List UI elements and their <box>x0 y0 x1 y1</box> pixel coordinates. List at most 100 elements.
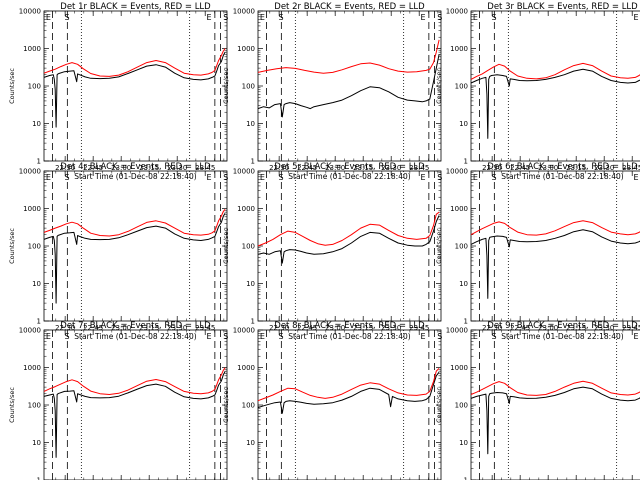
lld-series-line <box>470 62 640 80</box>
x-axis-label: Start Time (01-Dec-08 22:18:40) <box>288 172 410 181</box>
panel-4: Det 4r BLACK = Events, RED = LLD 1 10 100 10… <box>8 162 228 341</box>
panel-3: Det 3r BLACK = Events, RED = LLD 1 10 100 10… <box>435 2 640 181</box>
y-tick-label: 1000 <box>450 364 468 372</box>
marker-label: E <box>420 332 425 341</box>
panel-2: Det 2r BLACK = Events, RED = LLD 1 10 100 10… <box>222 2 442 181</box>
y-tick-label: 1000 <box>237 205 255 213</box>
y-tick-label: 10 <box>459 120 468 128</box>
y-tick-label: 1000 <box>23 205 41 213</box>
x-tick-label: 23:00 <box>538 164 558 172</box>
x-tick-label: 22:45 <box>297 324 317 332</box>
x-tick-label: 23:00 <box>111 324 131 332</box>
y-tick-label: 1 <box>37 477 41 480</box>
lld-series-line <box>43 48 226 77</box>
x-tick-label: 22:45 <box>83 324 103 332</box>
x-tick-label: 23:30 <box>381 324 401 332</box>
x-tick-label: 22:30 <box>269 164 289 172</box>
lld-series-line <box>43 208 226 237</box>
x-axis-label: Start Time (01-Dec-08 22:18:40) <box>74 172 196 181</box>
x-axis-label: Start Time (01-Dec-08 22:18:40) <box>501 172 623 181</box>
x-axis-label: Start Time (01-Dec-08 22:18:40) <box>288 332 410 341</box>
panel-title: Det 9r BLACK = Events, RED = LLD <box>487 321 638 331</box>
y-axis-label: Counts/sec <box>8 68 16 104</box>
y-tick-label: 1000 <box>450 45 468 53</box>
x-tick-label: 23:15 <box>139 324 159 332</box>
marker-label: S <box>65 13 70 22</box>
y-tick-label: 1000 <box>23 45 41 53</box>
y-axis-label: Counts/sec <box>435 387 443 423</box>
marker-label: S <box>437 332 442 341</box>
y-tick-label: 100 <box>242 402 255 410</box>
marker-label: E <box>206 13 211 22</box>
marker-label: E <box>46 332 51 341</box>
y-tick-label: 10 <box>32 120 41 128</box>
lld-series-line <box>470 220 640 236</box>
x-tick-label: 23:45 <box>195 164 215 172</box>
y-tick-label: 1000 <box>450 205 468 213</box>
marker-label: S <box>492 332 497 341</box>
y-tick-label: 10000 <box>19 327 41 335</box>
events-series-line <box>43 212 226 304</box>
x-tick-label: 22:45 <box>510 164 530 172</box>
x-tick-label: 22:45 <box>83 164 103 172</box>
plot-frame <box>470 170 640 322</box>
x-tick-label: 22:30 <box>482 324 502 332</box>
x-tick-label: 23:30 <box>167 324 187 332</box>
y-tick-label: 10000 <box>446 8 468 16</box>
x-tick-label: 22:45 <box>297 164 317 172</box>
panel-5: Det 5r BLACK = Events, RED = LLD 1 10 100 10… <box>222 162 442 341</box>
x-tick-label: 23:00 <box>325 324 345 332</box>
x-tick-label: 23:45 <box>622 324 640 332</box>
marker-label: S <box>279 173 284 182</box>
y-axis-label: Counts/sec <box>435 68 443 104</box>
plot-frame <box>43 10 228 162</box>
marker-label: E <box>260 13 265 22</box>
panel-title: Det 7r BLACK = Events, RED = LLD <box>60 321 211 331</box>
y-tick-label: 1 <box>37 318 41 326</box>
y-tick-label: 10000 <box>233 327 255 335</box>
x-tick-label: 23:15 <box>353 324 373 332</box>
x-tick-label: 23:45 <box>409 324 429 332</box>
y-axis-label: Counts/sec <box>222 68 230 104</box>
plot-frame <box>470 329 640 480</box>
marker-label: E <box>420 13 425 22</box>
marker-label: S <box>223 332 228 341</box>
marker-label: S <box>223 13 228 22</box>
y-tick-label: 1 <box>464 158 468 166</box>
x-tick-label: 23:30 <box>167 164 187 172</box>
lld-series-line <box>470 380 640 396</box>
panel-8: Det 8r BLACK = Events, RED = LLD 1 10 100 10… <box>222 321 442 480</box>
y-tick-label: 1000 <box>237 364 255 372</box>
events-series-line <box>257 215 440 264</box>
y-axis-label: Counts/sec <box>222 387 230 423</box>
x-tick-label: 22:45 <box>510 324 530 332</box>
y-tick-label: 100 <box>455 402 468 410</box>
plot-frame <box>43 329 228 480</box>
panel-9: Det 9r BLACK = Events, RED = LLD 1 10 100 10… <box>435 321 640 480</box>
x-axis-label: Start Time (01-Dec-08 22:18:40) <box>74 332 196 341</box>
y-tick-label: 10000 <box>233 8 255 16</box>
x-tick-label: 23:30 <box>594 164 614 172</box>
y-tick-label: 10 <box>459 280 468 288</box>
panel-title: Det 8r BLACK = Events, RED = LLD <box>274 321 425 331</box>
y-tick-label: 10000 <box>446 168 468 176</box>
panel-title: Det 2r BLACK = Events, RED = LLD <box>274 2 425 12</box>
y-tick-label: 10 <box>459 439 468 447</box>
events-series-line <box>257 371 440 414</box>
x-tick-label: 23:30 <box>594 324 614 332</box>
x-tick-label: 23:00 <box>538 324 558 332</box>
y-tick-label: 100 <box>28 402 41 410</box>
marker-label: E <box>633 13 638 22</box>
marker-label: E <box>206 332 211 341</box>
x-tick-label: 23:15 <box>566 164 586 172</box>
y-tick-label: 1 <box>464 318 468 326</box>
marker-label: E <box>46 13 51 22</box>
y-tick-label: 1000 <box>23 364 41 372</box>
y-tick-label: 100 <box>455 243 468 251</box>
marker-label: S <box>437 13 442 22</box>
y-tick-label: 10 <box>32 439 41 447</box>
y-axis-label: Counts/sec <box>435 228 443 264</box>
plot-frame <box>43 170 228 322</box>
y-tick-label: 100 <box>242 83 255 91</box>
